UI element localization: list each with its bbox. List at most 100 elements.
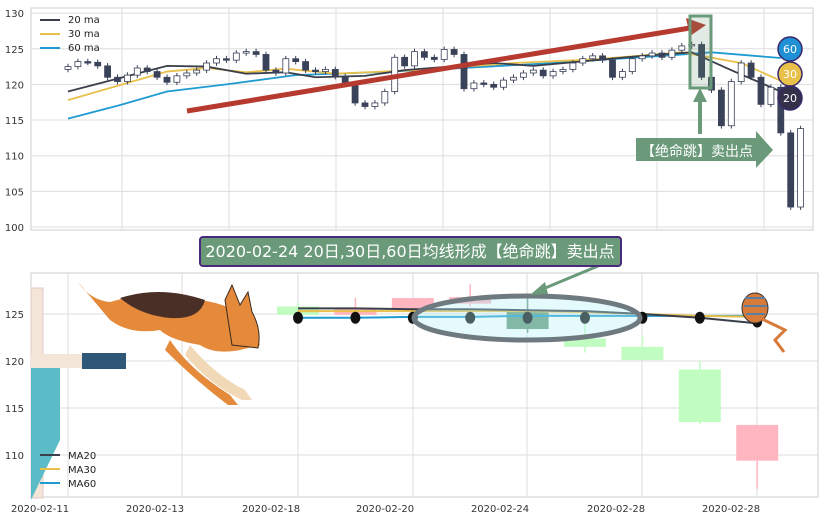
candle-body [777, 86, 785, 134]
callout-arrow-head [530, 282, 548, 295]
candle [94, 59, 102, 69]
candle [470, 80, 478, 92]
legend-ma60: MA60 [68, 479, 96, 490]
legend-ma20: MA20 [68, 451, 96, 462]
candle [510, 74, 517, 83]
candle [490, 81, 498, 91]
candle [648, 50, 656, 59]
candle [302, 58, 310, 73]
y-tick-label: 110 [5, 152, 24, 163]
callout-arrow [537, 264, 599, 293]
ma-marker [350, 311, 361, 324]
line-ma20 [298, 307, 758, 325]
candle [737, 60, 745, 85]
candle [213, 55, 220, 66]
candle [589, 53, 597, 62]
candle-body [104, 65, 111, 78]
candle-body [252, 51, 260, 55]
candle-body [549, 71, 557, 77]
candle-body [747, 62, 755, 78]
ma-marker [694, 311, 705, 324]
x-tick-label: 2020-02-18 [242, 504, 300, 515]
candle-body [183, 72, 191, 77]
candle-body [272, 69, 280, 74]
candle [153, 68, 161, 81]
candle [658, 50, 666, 61]
candle-body [787, 132, 795, 208]
y-tick-label: 115 [5, 404, 24, 415]
candle [559, 66, 567, 75]
candle-body [193, 69, 201, 74]
candle [718, 87, 725, 129]
trend-arrow [186, 25, 691, 114]
top-legend: 20 ma 30 ma 60 ma [40, 15, 100, 54]
candle-body [302, 61, 310, 71]
candle [143, 65, 151, 75]
candle-body [678, 45, 686, 51]
signal-label: 【绝命跳】卖出点 [641, 143, 753, 160]
candle-body [371, 102, 379, 107]
candle-body [163, 76, 171, 83]
candle [619, 68, 626, 81]
y-tick-label: 130 [5, 9, 24, 20]
candle [381, 88, 389, 106]
candle [678, 43, 686, 54]
candle-body [510, 76, 517, 81]
legend-30ma: 30 ma [68, 29, 100, 40]
candle-body [242, 51, 250, 54]
candle-body [173, 75, 181, 83]
candle [74, 58, 82, 70]
candle [331, 66, 339, 80]
candle-body [621, 346, 664, 361]
x-tick-label: 2020-02-24 [471, 504, 529, 515]
signal-up-arrow-head [693, 88, 707, 102]
ma-marker [465, 311, 476, 324]
candle-body [262, 54, 270, 71]
candle [609, 57, 616, 81]
y-tick-label: 120 [5, 80, 24, 91]
candle [371, 100, 379, 110]
candle [173, 72, 181, 86]
candle-body [351, 84, 359, 104]
candle-body [797, 128, 804, 208]
candle [114, 74, 121, 85]
candle [599, 53, 606, 64]
diving-board-illustration [30, 287, 126, 500]
candle-body [420, 51, 428, 58]
candle-body [658, 52, 666, 58]
candle [727, 78, 735, 129]
candle-body [564, 338, 606, 347]
candle-body [381, 91, 389, 104]
candle [183, 70, 191, 79]
candle [767, 84, 775, 108]
badge-30-label: 30 [783, 68, 797, 81]
candle-body [133, 67, 141, 76]
candle-body [520, 72, 527, 78]
candle-body [401, 56, 409, 67]
bottom-legend: MA20 MA30 MA60 [40, 451, 96, 490]
y-tick-label: 100 [5, 223, 24, 234]
x-tick-label: 2020-02-13 [126, 504, 184, 515]
candle [104, 63, 111, 81]
candle [430, 54, 438, 63]
candle-body [609, 59, 616, 78]
candle [520, 70, 527, 81]
signal-label-arrow [636, 131, 773, 168]
candle-body [490, 84, 498, 88]
candle-body [767, 86, 775, 105]
y-tick-label: 105 [5, 187, 24, 198]
candle [529, 67, 537, 76]
candle [736, 424, 779, 489]
candle-body [757, 76, 765, 105]
candle-body [331, 69, 339, 77]
candle-body [232, 52, 240, 61]
candle-body [559, 69, 567, 72]
candle [391, 298, 434, 310]
candle [698, 41, 705, 81]
candle [480, 80, 488, 88]
x-tick-label: 2020-02-28 [702, 504, 760, 515]
ma-marker [522, 311, 533, 324]
candle [500, 77, 508, 91]
